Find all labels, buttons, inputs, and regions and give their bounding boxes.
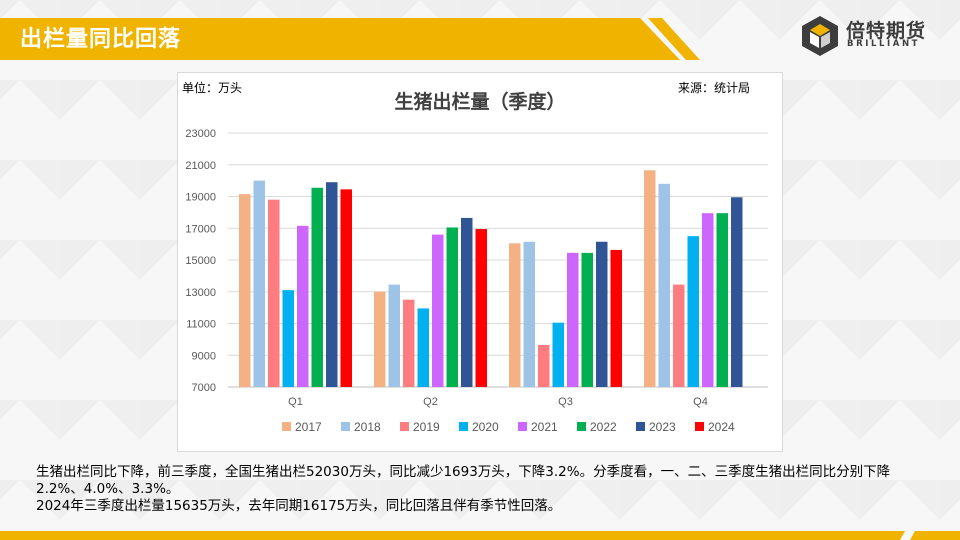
chart-container: 7000 9000 11000 13000 15000 17000 19000 21000 23…: [177, 72, 783, 452]
x-tick-label: Q4: [693, 396, 708, 408]
legend-swatch-2017: [282, 422, 291, 431]
x-tick-label: Q3: [558, 396, 573, 408]
legend-swatch-2018: [341, 422, 350, 431]
footer-line-1: 生猪出栏同比下降，前三季度，全国生猪出栏52030万头，同比减少1693万头，下…: [36, 464, 891, 497]
y-tick-label: 19000: [185, 192, 216, 204]
legend-swatch-2022: [577, 422, 586, 431]
logo-subtitle: BRILLIANT: [847, 39, 921, 49]
legend-swatch-2021: [518, 422, 527, 431]
bar-2019-Q2: [403, 299, 415, 387]
legend-swatch-2019: [400, 422, 409, 431]
y-tick-label: 15000: [185, 255, 216, 267]
legend-label-2022: 2022: [590, 420, 617, 434]
x-tick-labels: Q1 Q2 Q3 Q4: [288, 396, 708, 408]
header-bar-fill: [0, 18, 680, 60]
y-tick-label: 17000: [185, 223, 216, 235]
bar-2017-Q3: [509, 243, 521, 387]
x-tick-label: Q2: [423, 396, 438, 408]
bottom-bar: [0, 531, 960, 540]
chart-title: 生猪出栏量（季度）: [394, 91, 566, 113]
source-label: 来源：统计局: [677, 81, 750, 95]
legend-swatch-2024: [695, 422, 704, 431]
bar-2023-Q1: [326, 182, 338, 387]
bar-2022-Q2: [446, 227, 458, 387]
legend-swatch-2023: [636, 422, 645, 431]
legend-label-2023: 2023: [649, 420, 676, 434]
logo-name: 倍特期货: [846, 20, 927, 42]
y-tick-label: 13000: [185, 287, 216, 299]
unit-label: 单位：万头: [182, 81, 243, 95]
bar-2018-Q1: [253, 180, 265, 387]
header-bar: [0, 18, 700, 60]
bar-2017-Q4: [644, 170, 656, 387]
bar-2021-Q4: [702, 213, 714, 387]
legend-label-2021: 2021: [531, 420, 558, 434]
legend-label-2019: 2019: [413, 420, 440, 434]
y-tick-label: 21000: [185, 160, 216, 172]
legend-label-2024: 2024: [708, 420, 735, 434]
bar-2019-Q3: [538, 344, 550, 387]
bar-2023-Q2: [461, 217, 473, 387]
legend-label-2017: 2017: [295, 420, 322, 434]
bar-2021-Q1: [297, 225, 309, 387]
bar-2023-Q4: [731, 197, 743, 387]
bar-2022-Q4: [716, 213, 728, 387]
bars: [239, 170, 743, 387]
bar-2018-Q3: [523, 241, 535, 387]
bar-chart: 7000 9000 11000 13000 15000 17000 19000 21000 23…: [185, 128, 768, 434]
bar-2024-Q3: [610, 249, 622, 387]
legend: 2017 2018 2019 2020 2021 2022 2023 2024: [282, 420, 735, 434]
legend-swatch-2020: [459, 422, 468, 431]
bar-2020-Q3: [552, 322, 564, 387]
y-tick-labels: 7000 9000 11000 13000 15000 17000 19000 21000 23…: [185, 128, 216, 394]
y-tick-label: 11000: [186, 319, 216, 331]
y-tick-label: 23000: [185, 128, 216, 140]
x-tick-label: Q1: [288, 396, 303, 408]
bar-2017-Q1: [239, 194, 251, 387]
bar-2024-Q2: [475, 229, 487, 387]
header-bar-stripe: [648, 18, 700, 60]
bar-2017-Q2: [374, 291, 386, 387]
grid-lines: [228, 132, 768, 388]
bar-2021-Q2: [432, 234, 444, 387]
footer-line-2: 2024年三季度出栏量15635万头，去年同期16175万头，同比回落且伴有季节…: [36, 498, 562, 514]
bar-2020-Q2: [417, 308, 429, 387]
bar-2019-Q1: [268, 199, 280, 387]
bar-2020-Q4: [687, 236, 699, 387]
bar-2019-Q4: [673, 284, 685, 387]
logo-cube-icon: [802, 16, 838, 56]
y-tick-label: 7000: [192, 382, 216, 394]
bar-2020-Q1: [282, 290, 294, 387]
bar-2018-Q4: [658, 183, 670, 387]
logo: [800, 14, 940, 58]
bar-2022-Q3: [581, 252, 593, 387]
legend-label-2018: 2018: [354, 420, 381, 434]
bar-2018-Q2: [388, 284, 400, 387]
bar-2022-Q1: [311, 187, 323, 387]
legend-label-2020: 2020: [472, 420, 499, 434]
footer-text: 生猪出栏同比下降，前三季度，全国生猪出栏52030万头，同比减少1693万头，下…: [36, 464, 936, 515]
page-title: 出栏量同比回落: [20, 27, 182, 52]
bar-2023-Q3: [596, 241, 608, 387]
bar-2021-Q3: [567, 252, 579, 387]
bar-2024-Q1: [340, 189, 352, 387]
y-tick-label: 9000: [192, 350, 216, 362]
